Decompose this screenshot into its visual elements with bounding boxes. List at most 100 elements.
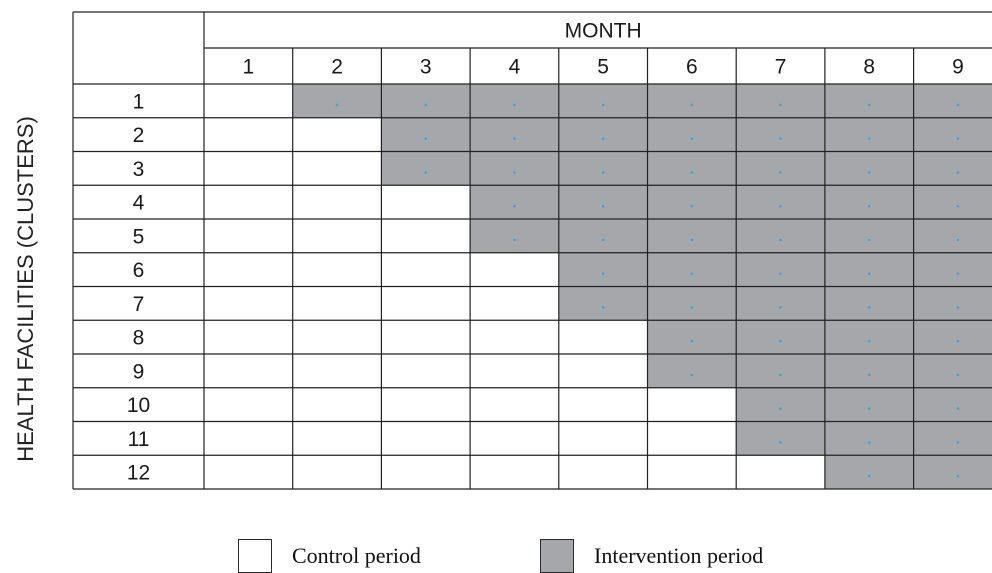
cell-control xyxy=(381,252,471,287)
cell-dot xyxy=(513,103,516,107)
cell-intervention xyxy=(913,354,992,388)
cell-intervention xyxy=(736,219,825,253)
cells-layer xyxy=(204,84,992,489)
cell-intervention xyxy=(913,455,992,489)
cell-intervention xyxy=(647,286,737,321)
cell-intervention xyxy=(736,151,825,186)
cell-dot xyxy=(779,306,782,309)
cell-intervention xyxy=(824,185,914,219)
cell-dot xyxy=(779,238,782,242)
cell-intervention xyxy=(824,286,914,321)
cell-intervention xyxy=(736,117,825,152)
cell-dot xyxy=(956,103,960,107)
cell-intervention xyxy=(824,320,914,354)
cell-dot xyxy=(424,137,428,140)
cell-intervention xyxy=(736,387,825,422)
cell-dot xyxy=(867,441,871,444)
cell-intervention xyxy=(913,84,992,118)
cell-dot xyxy=(956,204,960,208)
cell-dot xyxy=(956,137,960,140)
cluster-label: 1 xyxy=(133,90,145,113)
cell-dot xyxy=(690,272,694,275)
cell-dot xyxy=(601,306,605,309)
cell-intervention xyxy=(824,455,914,489)
cell-dot xyxy=(513,238,516,242)
intervention-swatch xyxy=(540,539,574,573)
cell-dot xyxy=(867,171,871,174)
cluster-label: 12 xyxy=(127,462,150,485)
cell-intervention xyxy=(647,117,737,152)
cell-dot xyxy=(601,103,605,107)
cell-dot xyxy=(779,103,782,107)
cell-control xyxy=(470,354,559,388)
cell-control xyxy=(470,387,559,422)
cluster-label: 9 xyxy=(133,360,145,383)
cell-dot xyxy=(867,474,871,478)
cell-control xyxy=(292,354,382,388)
cell-intervention xyxy=(824,387,914,422)
cell-intervention xyxy=(736,421,825,456)
month-label: 3 xyxy=(420,56,432,79)
cell-intervention xyxy=(292,84,382,118)
cell-intervention xyxy=(736,320,825,354)
cell-control xyxy=(292,117,382,152)
cell-dot xyxy=(867,339,871,343)
cell-dot xyxy=(956,272,960,275)
cell-dot xyxy=(513,171,516,174)
cell-intervention xyxy=(824,252,914,287)
cell-intervention xyxy=(647,151,737,186)
cell-dot xyxy=(601,204,605,208)
cell-intervention xyxy=(913,387,992,422)
cell-control xyxy=(204,455,293,489)
cell-control xyxy=(204,219,293,253)
cell-intervention xyxy=(647,219,737,253)
cluster-label: 8 xyxy=(133,327,145,350)
cluster-label: 3 xyxy=(133,158,145,181)
cell-dot xyxy=(867,373,871,377)
cell-intervention xyxy=(558,117,648,152)
cell-dot xyxy=(601,272,605,275)
cell-intervention xyxy=(736,185,825,219)
cell-control xyxy=(470,286,559,321)
cluster-label: 2 xyxy=(133,124,145,147)
cell-dot xyxy=(779,441,782,444)
cell-control xyxy=(381,185,471,219)
cell-intervention xyxy=(824,219,914,253)
cell-intervention xyxy=(647,84,737,118)
cell-dot xyxy=(956,171,960,174)
cell-control xyxy=(736,455,825,489)
cell-control xyxy=(558,320,648,354)
cell-dot xyxy=(956,339,960,343)
cell-control xyxy=(558,421,648,456)
cell-dot xyxy=(601,238,605,242)
cell-dot xyxy=(956,238,960,242)
legend-control: Control period xyxy=(238,539,421,573)
cell-intervention xyxy=(736,286,825,321)
cell-dot xyxy=(424,171,428,174)
cell-intervention xyxy=(558,286,648,321)
cluster-label: 7 xyxy=(133,293,145,316)
cell-dot xyxy=(601,137,605,140)
cell-control xyxy=(381,219,471,253)
cell-intervention xyxy=(558,185,648,219)
cell-control xyxy=(558,387,648,422)
cell-control xyxy=(204,320,293,354)
cell-control xyxy=(381,421,471,456)
cell-dot xyxy=(779,204,782,208)
cell-control xyxy=(204,185,293,219)
cell-dot xyxy=(690,204,694,208)
cell-control xyxy=(292,320,382,354)
cell-dot xyxy=(779,373,782,377)
cell-control xyxy=(292,219,382,253)
cell-intervention xyxy=(913,117,992,152)
cluster-label: 5 xyxy=(133,225,145,248)
cell-dot xyxy=(867,204,871,208)
control-label: Control period xyxy=(292,543,421,568)
cell-control xyxy=(204,286,293,321)
cell-dot xyxy=(513,204,516,208)
cell-dot xyxy=(690,339,694,343)
cell-control xyxy=(204,354,293,388)
cell-control xyxy=(292,185,382,219)
cell-dot xyxy=(867,137,871,140)
cell-intervention xyxy=(381,151,471,186)
